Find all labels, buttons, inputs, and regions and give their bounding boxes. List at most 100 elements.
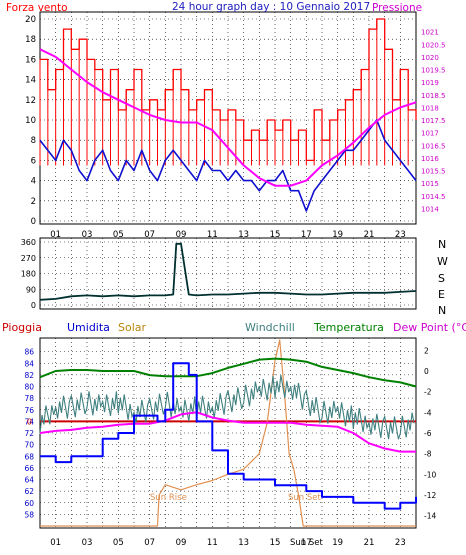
pressure-y-tick: 1020.5 xyxy=(421,41,446,49)
temperature-y-tick: -14 xyxy=(424,512,436,521)
pressure-y-tick: 1019.5 xyxy=(421,67,446,75)
pressure-y-tick: 1020 xyxy=(421,54,439,62)
hour-tick-top: 15 xyxy=(270,230,281,240)
wind-average-line xyxy=(39,119,417,212)
temperature-y-tick: 2 xyxy=(424,346,429,355)
dewpoint-label: Dew Point (°C) xyxy=(393,321,466,334)
pressure-y-tick: 1018 xyxy=(421,104,439,112)
hour-tick-top: 23 xyxy=(395,230,406,240)
wind-y-tick: 12 xyxy=(25,96,36,106)
series-layer xyxy=(39,18,417,527)
wind-axis-label: Forza vento xyxy=(6,2,68,14)
hour-tick-bottom: 09 xyxy=(176,538,187,548)
direction-letter-n-top: N xyxy=(438,238,446,251)
hour-tick-bottom: 01 xyxy=(50,538,61,548)
humidity-y-tick: 76 xyxy=(24,406,34,415)
direction-letter-n-bottom: N xyxy=(438,304,446,317)
tick-labels: 0246810121416182010141014.510151015.5101… xyxy=(21,15,446,548)
direction-y-tick: 270 xyxy=(21,254,36,263)
humidity-line xyxy=(40,362,417,510)
solar-line xyxy=(40,339,416,527)
wind-y-tick: 16 xyxy=(25,55,36,65)
humidity-y-tick: 80 xyxy=(24,383,34,392)
wind-y-tick: 14 xyxy=(25,76,36,86)
pressure-y-tick: 1015.5 xyxy=(421,168,446,176)
temperature-label: Temperatura xyxy=(313,321,384,334)
hour-tick-bottom: 05 xyxy=(113,538,124,548)
windchill-label: Windchill xyxy=(245,321,295,334)
direction-y-tick: 0 xyxy=(31,301,36,310)
hour-tick-bottom: 19 xyxy=(332,538,343,548)
humidity-y-tick: 72 xyxy=(24,429,34,438)
humidity-y-tick: 78 xyxy=(24,394,34,403)
humidity-y-tick: 60 xyxy=(24,499,34,508)
wind-y-tick: 20 xyxy=(25,15,36,25)
pressure-y-tick: 1016 xyxy=(421,155,439,163)
hour-tick-bottom: 11 xyxy=(207,538,218,548)
temperature-y-tick: -6 xyxy=(424,429,432,438)
hour-tick-top: 07 xyxy=(144,230,155,240)
humidity-y-tick: 58 xyxy=(24,510,34,519)
hour-tick-top: 01 xyxy=(50,230,61,240)
pressure-y-tick: 1014.5 xyxy=(421,193,446,201)
pressure-y-tick: 1017.5 xyxy=(421,117,446,125)
dewpoint-line xyxy=(39,411,416,453)
wind-direction-line xyxy=(39,242,417,301)
hour-tick-top: 03 xyxy=(82,230,93,240)
pressure-line xyxy=(39,48,417,187)
hour-tick-top: 09 xyxy=(176,230,187,240)
pressure-y-tick: 1017 xyxy=(421,130,439,138)
pressure-y-tick: 1014 xyxy=(421,205,439,213)
windchill-line xyxy=(39,375,415,440)
direction-y-tick: 90 xyxy=(26,285,36,294)
wind-y-tick: 4 xyxy=(31,177,36,187)
humidity-label: Umidita xyxy=(67,321,110,334)
temperature-y-tick: -2 xyxy=(424,388,432,397)
humidity-y-tick: 62 xyxy=(24,487,34,496)
hour-tick-top: 21 xyxy=(364,230,375,240)
hour-tick-top: 05 xyxy=(113,230,124,240)
direction-letter-w: W xyxy=(437,255,448,268)
hour-tick-bottom: 15 xyxy=(270,538,281,548)
pressure-y-tick: 1015 xyxy=(421,180,439,188)
humidity-y-tick: 70 xyxy=(24,441,34,450)
humidity-y-tick: 68 xyxy=(24,452,34,461)
chart-title: 24 hour graph day : 10 Gennaio 2017 xyxy=(172,1,370,13)
temperature-line xyxy=(39,357,417,388)
wind-y-tick: 10 xyxy=(25,116,36,126)
wind-y-tick: 8 xyxy=(31,136,36,146)
wind-y-tick: 2 xyxy=(31,197,36,207)
temperature-y-tick: -10 xyxy=(424,470,436,479)
direction-y-tick: 180 xyxy=(21,270,36,279)
direction-letter-s: S xyxy=(438,272,445,285)
humidity-y-tick: 66 xyxy=(24,464,34,473)
hour-tick-bottom: 21 xyxy=(364,538,375,548)
hour-tick-top: 19 xyxy=(332,230,343,240)
temperature-y-tick: -4 xyxy=(424,408,432,417)
solar-label: Solar xyxy=(118,321,147,334)
temperature-y-tick: -8 xyxy=(424,450,432,459)
hour-tick-top: 11 xyxy=(207,230,218,240)
humidity-y-tick: 84 xyxy=(24,359,34,368)
hour-tick-top: 13 xyxy=(238,230,249,240)
rain-label: Pioggia xyxy=(2,321,42,334)
wind-y-tick: 0 xyxy=(31,217,36,227)
humidity-y-tick: 82 xyxy=(24,371,34,380)
humidity-y-tick: 86 xyxy=(24,348,34,357)
sun-rise-label: Sun Rise xyxy=(150,493,187,503)
pressure-y-tick: 1016.5 xyxy=(421,142,446,150)
hour-tick-bottom: 07 xyxy=(144,538,155,548)
humidity-y-tick: 74 xyxy=(24,417,34,426)
pressure-y-tick: 1018.5 xyxy=(421,92,446,100)
sun-set-label: Sun Set xyxy=(288,493,321,503)
hour-tick-bottom: 03 xyxy=(82,538,93,548)
direction-letter-e: E xyxy=(438,288,445,301)
direction-y-tick: 360 xyxy=(21,238,36,247)
temperature-y-tick: -12 xyxy=(424,491,436,500)
pressure-y-tick: 1019 xyxy=(421,79,439,87)
hour-tick-bottom: 17 xyxy=(301,538,312,548)
wind-y-tick: 6 xyxy=(31,156,36,166)
humidity-y-tick: 64 xyxy=(24,476,34,485)
